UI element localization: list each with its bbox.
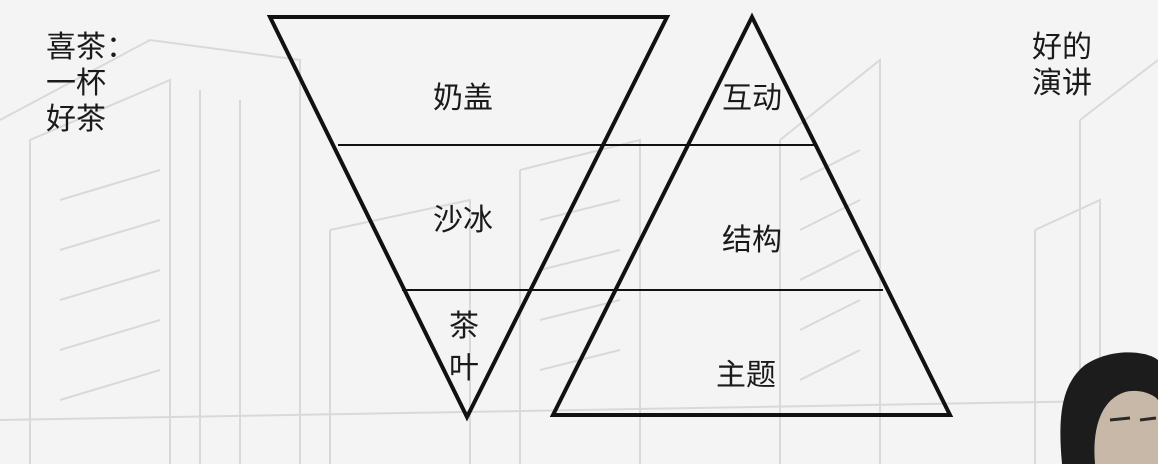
- left-caption-line-1: 喜茶：: [46, 30, 136, 65]
- upright-triangle-outline: [549, 12, 954, 417]
- upright-triangle: 互动 结构 主题: [549, 12, 954, 417]
- left-caption: 喜茶： 一杯 好茶: [46, 30, 136, 138]
- right-caption: 好的 演讲: [1032, 30, 1092, 102]
- layer-theme: 主题: [716, 358, 776, 393]
- layer-smoothie: 沙冰: [433, 203, 493, 238]
- layer-structure: 结构: [722, 223, 782, 258]
- layer-milk-foam: 奶盖: [433, 81, 493, 116]
- left-caption-line-2: 一杯: [46, 66, 106, 101]
- right-caption-line-1: 好的: [1032, 30, 1092, 65]
- layer-tea-leaf-line-1: 茶: [449, 309, 479, 344]
- inverted-triangle: 奶盖 沙冰 茶 叶: [266, 15, 883, 422]
- left-caption-line-3: 好茶: [46, 102, 106, 137]
- layer-interaction: 互动: [722, 81, 782, 116]
- inverted-triangle-outline: [266, 15, 671, 422]
- layer-tea-leaf-line-2: 叶: [449, 351, 479, 386]
- right-caption-line-2: 演讲: [1032, 66, 1092, 101]
